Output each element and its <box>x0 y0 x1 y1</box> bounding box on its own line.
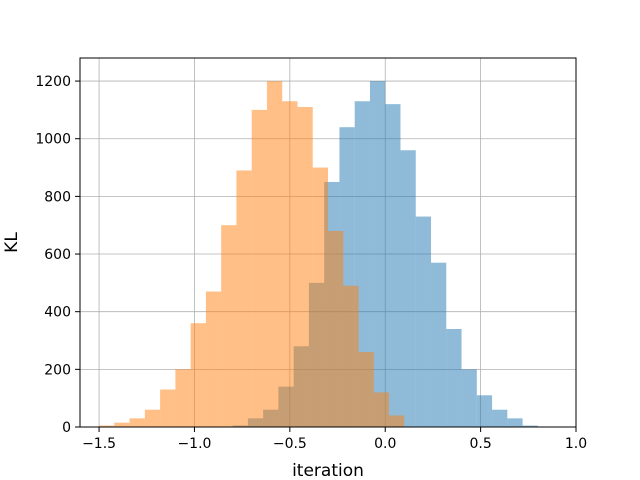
histogram-bar-series-1 <box>369 81 386 427</box>
histogram-bar-series-1 <box>431 262 447 427</box>
histogram-bar-series-2 <box>358 352 374 427</box>
histogram-bar-series-2 <box>144 409 161 427</box>
histogram-bar-series-2 <box>114 422 130 427</box>
histogram-bar-series-1 <box>492 409 508 427</box>
x-tick-label: −1.5 <box>82 436 116 452</box>
histogram-bar-series-2 <box>190 323 206 427</box>
x-tick-label: 1.0 <box>565 436 587 452</box>
histogram-bar-series-2 <box>297 107 313 427</box>
y-axis-label: KL <box>2 232 22 253</box>
x-axis-label: iteration <box>292 461 364 480</box>
histogram-bar-series-1 <box>400 150 416 427</box>
histogram-bar-series-2 <box>312 167 328 427</box>
histogram-bar-series-2 <box>282 101 298 427</box>
histogram-bar-series-2 <box>205 291 222 427</box>
histogram-bar-series-2 <box>129 418 145 427</box>
histogram-bar-series-2 <box>389 415 405 427</box>
histogram-bar-series-2 <box>99 425 115 427</box>
y-tick-label: 800 <box>44 189 71 205</box>
histogram-bar-series-1 <box>476 395 493 427</box>
histogram-bars <box>99 81 538 427</box>
x-tick-label: 0.0 <box>374 436 396 452</box>
histogram-bar-series-1 <box>415 216 432 427</box>
y-tick-label: 1200 <box>35 74 71 90</box>
histogram-bar-series-2 <box>221 225 237 427</box>
x-tick-label: 0.5 <box>469 436 491 452</box>
x-tick-label: −0.5 <box>273 436 307 452</box>
y-tick-label: 1000 <box>35 132 71 148</box>
y-tick-label: 200 <box>44 362 71 378</box>
histogram-bar-series-2 <box>160 389 176 427</box>
y-tick-label: 600 <box>44 247 71 263</box>
histogram-bar-series-2 <box>373 392 390 427</box>
x-tick-label: −1.0 <box>177 436 211 452</box>
histogram-bar-series-1 <box>461 369 477 427</box>
y-tick-label: 0 <box>62 420 71 436</box>
histogram-bar-series-1 <box>446 328 462 427</box>
histogram-bar-series-1 <box>507 418 523 427</box>
histogram-bar-series-2 <box>236 170 252 427</box>
y-tick-label: 400 <box>44 305 71 321</box>
histogram-bar-series-2 <box>328 230 344 427</box>
axis-ticks: −1.5 −1.0 −0.5 0.0 0.5 1.0 0 200 400 600 800 1000 12… <box>35 74 587 452</box>
histogram-bar-series-2 <box>251 109 267 427</box>
histogram-bar-series-2 <box>175 369 191 427</box>
histogram-bar-series-1 <box>522 425 538 427</box>
histogram-bar-series-1 <box>385 104 401 427</box>
histogram-bar-series-2 <box>266 81 283 427</box>
plot-frame <box>79 57 577 428</box>
histogram-bar-series-2 <box>343 285 359 427</box>
